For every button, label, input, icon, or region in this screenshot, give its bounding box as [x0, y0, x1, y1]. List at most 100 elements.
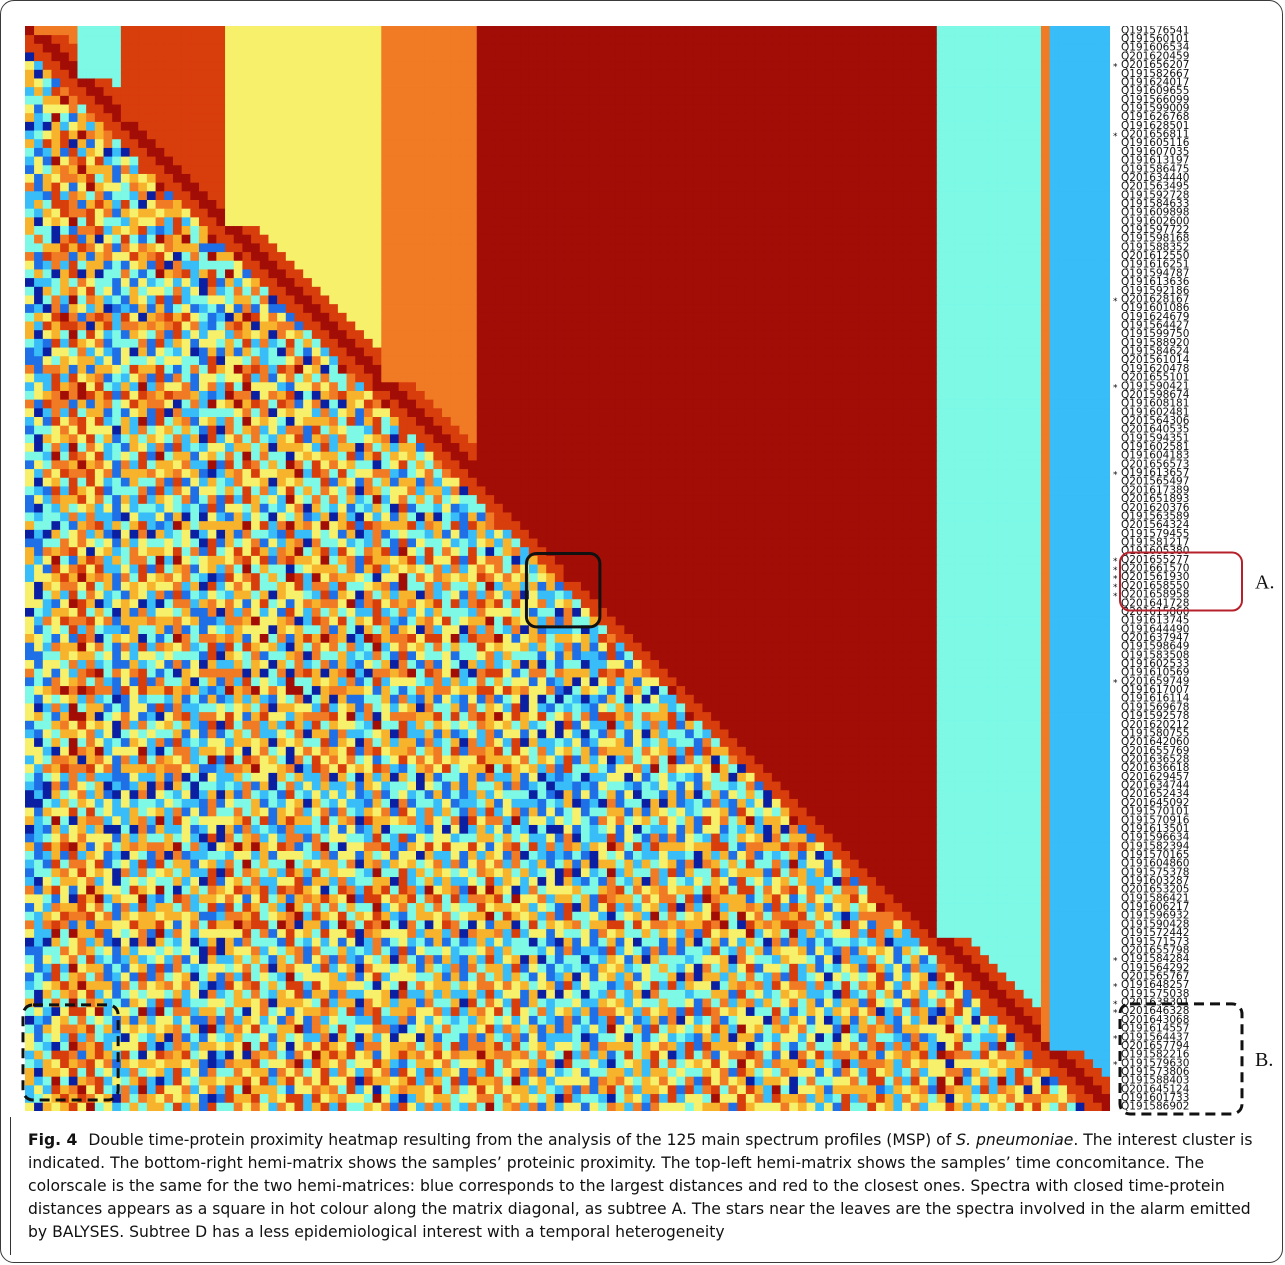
heatmap-cell	[814, 659, 824, 669]
heatmap-cell	[762, 43, 772, 53]
heatmap-cell	[997, 1024, 1007, 1034]
heatmap-cell	[1023, 468, 1033, 478]
heatmap-cell	[1066, 946, 1076, 956]
heatmap-cell	[927, 937, 937, 947]
heatmap-cell	[788, 277, 798, 287]
heatmap-cell	[962, 798, 972, 808]
heatmap-cell	[1101, 494, 1110, 504]
heatmap-cell	[979, 104, 989, 114]
heatmap-cell	[997, 564, 1007, 574]
heatmap-cell	[936, 26, 946, 36]
heatmap-cell	[858, 364, 868, 374]
heatmap-cell	[962, 494, 972, 504]
heatmap-cell	[1040, 407, 1050, 417]
heatmap-cell	[1101, 34, 1110, 44]
heatmap-cell	[927, 199, 937, 209]
heatmap-cell	[988, 199, 998, 209]
heatmap-cell	[1005, 216, 1015, 227]
heatmap-cell	[858, 781, 868, 791]
heatmap-cell	[1014, 911, 1024, 921]
heatmap-cell	[971, 69, 981, 79]
heatmap-cell	[1049, 364, 1059, 374]
heatmap-cell	[953, 920, 963, 930]
heatmap-cell	[780, 295, 790, 305]
heatmap-cell	[936, 824, 946, 834]
heatmap-cell	[1092, 972, 1102, 982]
heatmap-cell	[927, 616, 937, 626]
heatmap-cell	[771, 407, 781, 417]
heatmap-cell	[797, 980, 807, 990]
heatmap-cell	[1049, 711, 1059, 721]
heatmap-cell	[780, 598, 790, 608]
heatmap-cell	[849, 946, 859, 956]
heatmap-cell	[927, 1067, 937, 1077]
heatmap-cell	[797, 737, 807, 747]
heatmap-cell	[927, 798, 937, 808]
heatmap-cell	[875, 425, 885, 435]
heatmap-cell	[997, 703, 1007, 713]
heatmap-cell	[814, 1024, 824, 1034]
heatmap-cell	[832, 538, 842, 548]
heatmap-cell	[1066, 251, 1076, 261]
heatmap-cell	[893, 338, 903, 348]
heatmap-cell	[979, 251, 989, 261]
heatmap-cell	[988, 373, 998, 383]
heatmap-cell	[866, 1084, 877, 1095]
heatmap-cell	[858, 824, 868, 834]
heatmap-cell	[919, 772, 929, 782]
heatmap-cell	[997, 425, 1007, 435]
heatmap-cell	[893, 703, 903, 713]
heatmap-cell	[1075, 286, 1085, 296]
heatmap-cell	[866, 642, 877, 652]
heatmap-cell	[1083, 789, 1094, 799]
heatmap-cell	[814, 425, 824, 435]
heatmap-cell	[771, 798, 781, 808]
heatmap-cell	[919, 208, 929, 218]
heatmap-cell	[945, 1076, 955, 1086]
heatmap-cell	[971, 564, 981, 574]
heatmap-cell	[1057, 451, 1067, 461]
heatmap-cell	[919, 494, 929, 504]
heatmap-cell	[780, 581, 790, 591]
heatmap-cell	[762, 677, 772, 687]
heatmap-cell	[901, 312, 911, 322]
heatmap-cell	[832, 182, 842, 192]
heatmap-cell	[1101, 503, 1110, 513]
heatmap-cell	[771, 329, 781, 339]
heatmap-cell	[936, 52, 946, 62]
heatmap-cell	[875, 642, 885, 652]
heatmap-cell	[788, 607, 798, 617]
heatmap-cell	[1049, 69, 1059, 79]
heatmap-cell	[832, 234, 842, 244]
heatmap-cell	[953, 130, 963, 140]
heatmap-cell	[814, 807, 824, 817]
heatmap-cell	[962, 138, 972, 148]
heatmap-cell	[832, 121, 842, 131]
heatmap-cell	[840, 1093, 850, 1103]
heatmap-cell	[1075, 980, 1085, 990]
heatmap-cell	[840, 477, 850, 487]
heatmap-cell	[762, 347, 772, 357]
heatmap-cell	[1066, 399, 1076, 409]
heatmap-cell	[927, 572, 937, 582]
heatmap-cell	[840, 737, 850, 747]
heatmap-cell	[849, 216, 859, 227]
heatmap-cell	[1040, 78, 1050, 88]
heatmap-cell	[806, 920, 816, 930]
heatmap-cell	[910, 824, 920, 834]
heatmap-cell	[919, 43, 929, 53]
heatmap-cell	[927, 642, 937, 652]
heatmap-cell	[901, 894, 911, 904]
heatmap-cell	[849, 789, 859, 799]
heatmap-cell	[866, 347, 877, 357]
heatmap-cell	[884, 338, 894, 348]
heatmap-cell	[971, 1093, 981, 1103]
heatmap-cell	[953, 581, 963, 591]
heatmap-cell	[979, 156, 989, 166]
heatmap-cell	[788, 338, 798, 348]
heatmap-cell	[884, 182, 894, 192]
heatmap-cell	[832, 920, 842, 930]
heatmap-cell	[797, 243, 807, 253]
heatmap-cell	[1101, 937, 1110, 947]
heatmap-cell	[953, 980, 963, 990]
